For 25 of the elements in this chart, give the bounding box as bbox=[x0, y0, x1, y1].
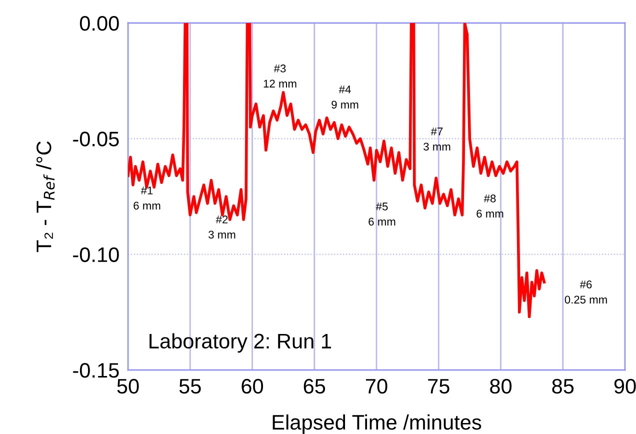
y-tick-label: -0.10 bbox=[73, 247, 119, 262]
x-tick-label: 65 bbox=[304, 378, 326, 394]
annotation: #5 6 mm bbox=[368, 202, 396, 226]
annotation: #4 9 mm bbox=[332, 86, 358, 109]
x-tick-label: 55 bbox=[179, 379, 201, 394]
x-tick-label: 60 bbox=[242, 378, 264, 394]
x-axis-title: Elapsed Time /minutes bbox=[272, 414, 482, 434]
x-tick-label: 80 bbox=[490, 378, 512, 394]
annotation: #7 3 mm bbox=[424, 128, 450, 151]
annotation: #8 6 mm bbox=[476, 194, 504, 218]
x-tick-label: 85 bbox=[552, 378, 574, 394]
y-tick-label: -0.15 bbox=[73, 363, 119, 378]
x-tick-label: 75 bbox=[428, 379, 450, 394]
x-tick-label: 70 bbox=[366, 378, 388, 394]
annotation: #2 3 mm bbox=[208, 216, 236, 239]
x-tick-label: 90 bbox=[614, 378, 636, 394]
annotation: Laboratory 2: Run 1 bbox=[150, 333, 332, 353]
annotation: #1 6 mm bbox=[134, 186, 160, 210]
line-series bbox=[128, 23, 546, 318]
annotation: #3 12 mm bbox=[264, 64, 296, 88]
y-tick-label: -0.05 bbox=[73, 132, 119, 146]
x-tick-label: 50 bbox=[117, 378, 139, 394]
y-axis-title: T₂ - T$_{Ref}$ /°C bbox=[36, 141, 55, 252]
annotation: #6 0.25 mm bbox=[564, 280, 607, 304]
y-tick-label: 0.00 bbox=[80, 16, 119, 31]
